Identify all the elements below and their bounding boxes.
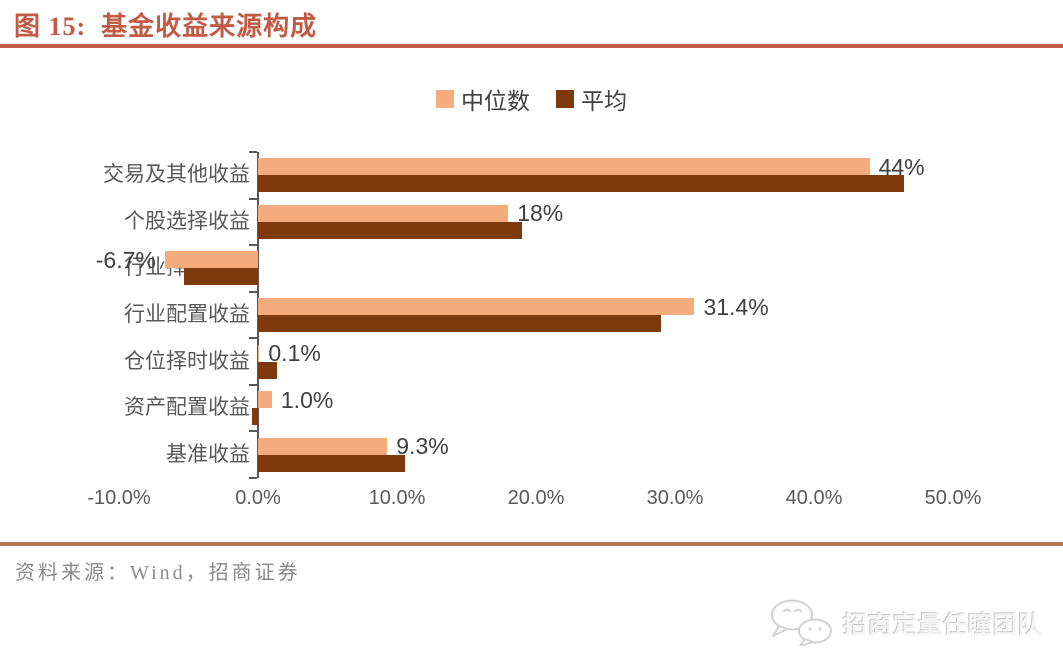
bar-value-label: 18% xyxy=(517,200,564,227)
category-label: 行业配置收益 xyxy=(124,303,250,326)
axis-tick-mark xyxy=(249,197,257,200)
category-label: 基准收益 xyxy=(166,442,250,466)
x-axis-tick-label: -10.0% xyxy=(87,487,151,509)
bar-median xyxy=(258,204,509,222)
category-label: 交易及其他收益 xyxy=(103,163,250,187)
axis-tick-mark xyxy=(249,244,257,247)
median-swatch xyxy=(436,90,454,108)
axis-tick-mark xyxy=(249,430,257,433)
axis-tick-mark xyxy=(249,151,257,153)
axis-tick-mark xyxy=(249,290,257,293)
bar-average xyxy=(258,361,278,379)
bar-average xyxy=(252,408,258,426)
bar-median xyxy=(258,298,695,315)
x-axis-tick-label: 0.0% xyxy=(235,487,281,509)
source-note: 资料来源：Wind，招商证券 xyxy=(15,562,301,584)
legend-item-average: 平均 xyxy=(556,82,627,116)
figure-title: 图 15: 基金收益来源构成 xyxy=(14,12,318,41)
bar-median xyxy=(258,344,260,362)
axis-tick-mark xyxy=(249,383,257,386)
x-axis-tick-label: 50.0% xyxy=(924,487,982,509)
bar-average xyxy=(258,315,662,332)
axis-tick-mark xyxy=(249,337,257,340)
watermark-text: 招商定量任瞳团队 xyxy=(843,611,1043,639)
bar-median xyxy=(258,437,388,455)
category-label: 仓位择时收益 xyxy=(124,349,250,373)
bar-median xyxy=(258,391,272,409)
bar-average xyxy=(258,221,523,239)
legend-label-average: 平均 xyxy=(581,88,627,114)
x-axis-tick-label: 20.0% xyxy=(507,487,565,509)
legend-item-median: 中位数 xyxy=(436,82,530,116)
wechat-icon xyxy=(771,599,832,646)
x-axis-tick-label: 10.0% xyxy=(368,487,426,509)
bar-value-label: 1.0% xyxy=(280,386,334,413)
average-swatch xyxy=(556,90,574,108)
category-label: 个股选择收益 xyxy=(124,209,250,233)
bar-average xyxy=(258,454,406,472)
bar-median xyxy=(258,158,870,176)
x-axis-tick-label: 40.0% xyxy=(785,487,843,509)
x-axis-tick-label: 30.0% xyxy=(646,487,704,509)
axis-tick-mark xyxy=(249,477,257,479)
watermark: 招商定量任瞳团队 xyxy=(767,598,1043,646)
chart-legend: 中位数 平均 xyxy=(0,82,1063,116)
bar-median xyxy=(164,251,258,269)
bar-average xyxy=(184,268,258,286)
category-label: 资产配置收益 xyxy=(124,396,250,420)
bar-value-label: -6.7% xyxy=(95,246,156,273)
footer-divider xyxy=(0,542,1063,546)
legend-label-median: 中位数 xyxy=(461,88,530,114)
bar-average xyxy=(258,175,905,193)
title-underline xyxy=(0,44,1063,48)
bar-value-label: 31.4% xyxy=(703,293,769,320)
